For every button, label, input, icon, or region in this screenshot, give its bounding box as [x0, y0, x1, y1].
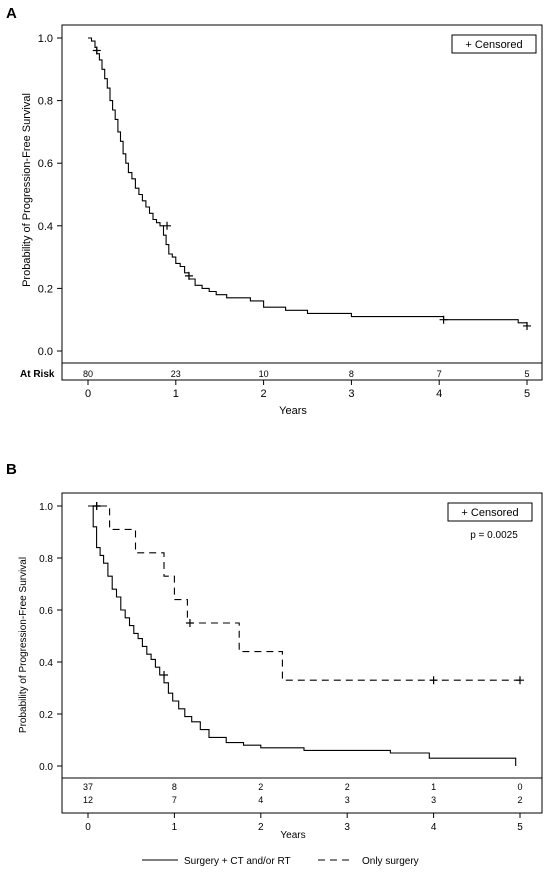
x-tick-label: 0: [85, 822, 91, 833]
y-tick-label: 0.4: [38, 221, 53, 233]
at-risk-count: 12: [83, 795, 93, 805]
censor-mark: [160, 671, 169, 679]
y-tick-label: 0.2: [39, 710, 53, 721]
series-b: [88, 502, 524, 766]
censor-mark: [163, 221, 172, 230]
x-axis-label-b: Years: [280, 830, 305, 841]
x-tick-label: 5: [517, 822, 523, 833]
censor-mark: [523, 321, 531, 330]
x-tick-label: 4: [431, 822, 437, 833]
x-tick-label: 0: [85, 388, 91, 400]
censor-mark: [185, 619, 194, 627]
series-legend-b: Surgery + CT and/or RT Only surgery: [142, 856, 419, 867]
y-tick-label: 0.6: [39, 606, 53, 617]
x-ticks-b: 0 1 2 3 4 5: [85, 813, 523, 833]
panel-a: A Probability of Progression-Free Surviv…: [6, 5, 543, 417]
survival-curve-solid: [88, 37, 528, 326]
legend-box-a: [451, 34, 537, 54]
x-ticks-a: 0 1 2 3 4 5: [85, 380, 530, 400]
legend-b: + Censored: [447, 502, 533, 522]
survival-curve-dashed: [88, 505, 520, 681]
p-value-annotation: p = 0.0025: [470, 530, 518, 541]
y-tick-label: 0.4: [39, 658, 53, 669]
at-risk-count: 3: [431, 795, 436, 805]
at-risk-count: 5: [524, 369, 529, 379]
x-tick-label: 4: [436, 388, 442, 400]
at-risk-count: 7: [437, 369, 442, 379]
panel-label-a: A: [6, 5, 17, 22]
y-ticks-a: 0.0 0.2 0.4 0.6 0.8 1.0: [38, 33, 62, 358]
at-risk-count: 2: [517, 795, 522, 805]
at-risk-count: 2: [258, 782, 263, 792]
legend-label-b: + Censored: [461, 507, 518, 519]
at-risk-count: 8: [349, 369, 354, 379]
x-tick-label: 3: [344, 822, 350, 833]
censor-mark: [92, 502, 101, 510]
at-risk-label-a: At Risk: [20, 369, 55, 380]
panel-label-b: B: [6, 461, 17, 478]
series-a: [88, 37, 531, 330]
y-tick-label: 0.6: [38, 158, 53, 170]
at-risk-a: 80 23 10 8 7 5: [83, 369, 530, 379]
at-risk-count: 8: [172, 782, 177, 792]
x-tick-label: 2: [258, 822, 264, 833]
y-ticks-b: 0.0 0.2 0.4 0.6 0.8 1.0: [39, 502, 62, 773]
y-tick-label: 1.0: [38, 33, 53, 45]
y-tick-label: 0.0: [38, 346, 53, 358]
at-risk-count: 2: [345, 782, 350, 792]
at-risk-count: 0: [517, 782, 522, 792]
x-tick-label: 5: [524, 388, 530, 400]
at-risk-count: 7: [172, 795, 177, 805]
y-tick-label: 0.8: [39, 554, 53, 565]
at-risk-count: 80: [83, 369, 93, 379]
legend-box-b: [447, 502, 533, 522]
survival-curve-solid: [88, 505, 517, 766]
y-tick-label: 1.0: [39, 502, 53, 513]
at-risk-b: 37 8 2 2 1 0 12 7 4 3 3 2: [83, 782, 523, 805]
censor-mark: [516, 676, 524, 685]
censor-mark: [429, 676, 438, 685]
x-tick-label: 1: [173, 388, 179, 400]
x-tick-label: 2: [261, 388, 267, 400]
y-tick-label: 0.2: [38, 283, 53, 295]
series-legend-label-solid: Surgery + CT and/or RT: [184, 856, 291, 867]
at-risk-count: 10: [259, 369, 269, 379]
censor-mark: [92, 46, 101, 55]
x-tick-label: 1: [172, 822, 178, 833]
legend-a: + Censored: [451, 34, 537, 54]
y-tick-label: 0.0: [39, 762, 53, 773]
at-risk-count: 37: [83, 782, 93, 792]
censor-mark: [439, 315, 448, 324]
censor-mark: [184, 271, 193, 280]
y-axis-label-a: Probability of Progression-Free Survival: [21, 93, 33, 287]
at-risk-count: 1: [431, 782, 436, 792]
y-tick-label: 0.8: [38, 96, 53, 108]
at-risk-count: 4: [258, 795, 263, 805]
plot-frame-a: [61, 24, 543, 381]
y-axis-label-b: Probability of Progression-Free Survival: [18, 557, 29, 733]
series-legend-label-dashed: Only surgery: [362, 856, 419, 867]
x-tick-label: 3: [348, 388, 354, 400]
x-axis-label-a: Years: [279, 405, 307, 417]
at-risk-count: 3: [345, 795, 350, 805]
at-risk-count: 23: [171, 369, 181, 379]
legend-label-a: + Censored: [465, 39, 522, 51]
panel-b: B Probability of Progression-Free Surviv…: [6, 461, 543, 867]
plot-frame-b: [61, 492, 543, 814]
